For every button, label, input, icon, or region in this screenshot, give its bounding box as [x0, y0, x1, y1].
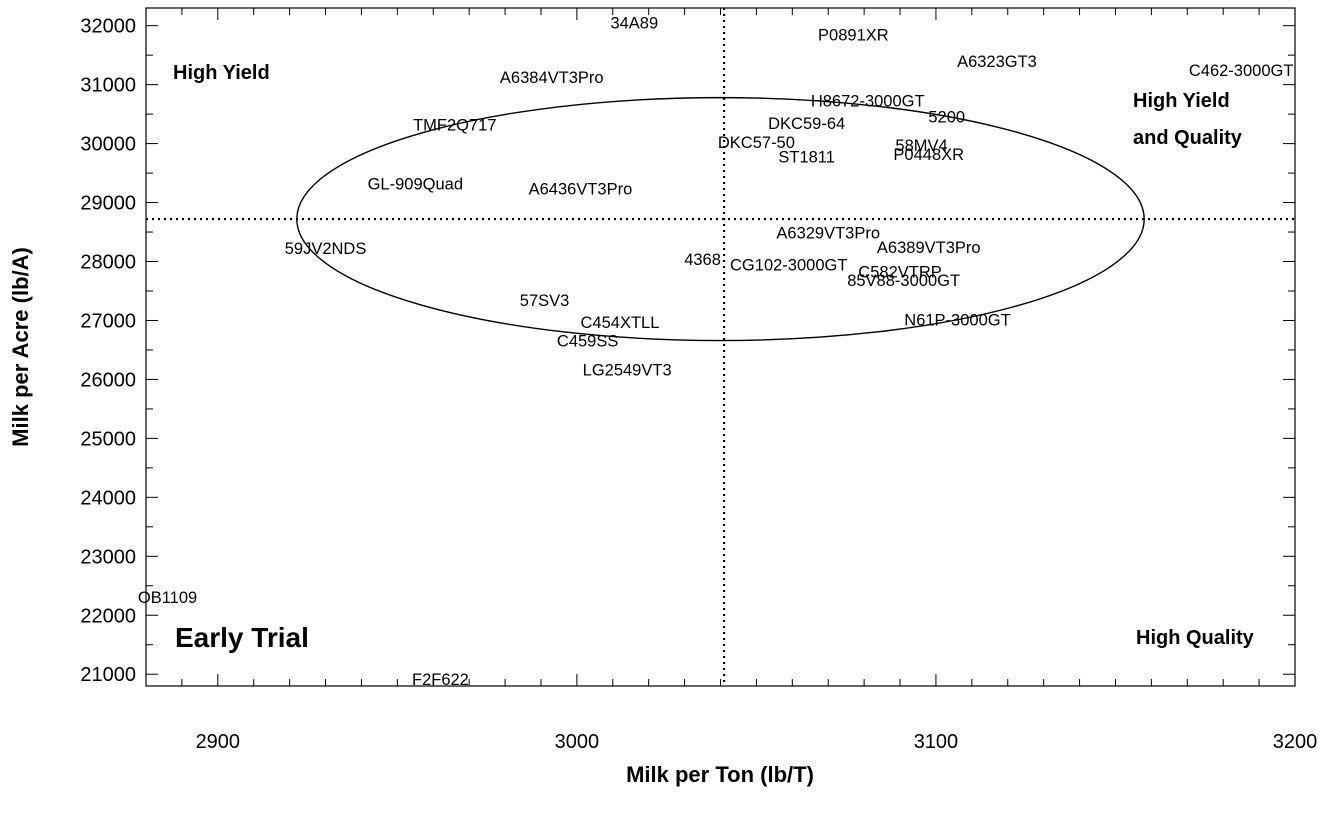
point-label: C454XTLL — [581, 314, 660, 332]
quadrant-label: and Quality — [1133, 127, 1243, 149]
point-label: A6329VT3Pro — [776, 225, 880, 243]
point-label: P0891XR — [818, 27, 889, 45]
point-label: A6389VT3Pro — [877, 239, 981, 257]
axis-tick-labels: 2900 3000 3100 3200 21000 22000 23000 24000 2500… — [80, 16, 1317, 753]
y-tick-label: 28000 — [80, 252, 136, 274]
point-label: ST1811 — [778, 149, 835, 167]
x-axis-title: Milk per Ton (lb/T) — [626, 762, 814, 787]
quadrant-label: High Quality — [1136, 627, 1255, 649]
y-axis-title: Milk per Acre (lb/A) — [8, 247, 33, 447]
y-tick-label: 32000 — [80, 16, 136, 38]
y-tick-label: 21000 — [80, 664, 136, 686]
point-label: A6323GT3 — [957, 53, 1037, 71]
x-tick-label: 3100 — [914, 731, 959, 753]
x-tick-label: 3000 — [555, 731, 600, 753]
y-tick-label: 23000 — [80, 546, 136, 568]
quadrant-labels: High Yield High Yield and Quality Early Tri… — [173, 62, 1255, 653]
point-label: TMF2Q717 — [413, 117, 496, 135]
confidence-ellipse — [296, 96, 1145, 342]
y-tick-label: 24000 — [80, 487, 136, 509]
point-labels: 34A89 P0891XR A6323GT3 C462-3000GT A6384VT3P… — [138, 15, 1294, 689]
point-label: 4368 — [684, 251, 721, 269]
plot-frame — [145, 7, 1296, 687]
quadrant-label: Early Trial — [175, 622, 309, 653]
point-label: 58MV4 — [895, 137, 947, 155]
y-tick-label: 27000 — [80, 310, 136, 332]
point-label: A6436VT3Pro — [529, 180, 633, 198]
ellipse-layer — [296, 96, 1145, 342]
point-label: 5200 — [928, 108, 965, 126]
point-label: 57SV3 — [520, 292, 570, 310]
y-tick-label: 30000 — [80, 134, 136, 156]
point-label: C582VTRP — [858, 264, 941, 282]
point-label: F2F622 — [412, 671, 469, 689]
point-label: DKC57-50 — [718, 134, 795, 152]
y-tick-label: 29000 — [80, 193, 136, 215]
quadrant-label: High Yield — [1133, 90, 1230, 112]
y-tick-label: 25000 — [80, 428, 136, 450]
point-label: C459SS — [557, 333, 618, 351]
point-label: OB1109 — [138, 589, 197, 607]
point-label: CG102-3000GT — [730, 256, 847, 274]
point-label: H8672-3000GT — [811, 93, 925, 111]
point-label: P0448XR — [893, 146, 964, 164]
point-label: A6384VT3Pro — [500, 69, 604, 87]
point-label: GL-909Quad — [368, 176, 463, 194]
x-tick-label: 2900 — [196, 731, 241, 753]
point-label: 85V88-3000GT — [847, 272, 960, 290]
quadrant-label: High Yield — [173, 62, 270, 84]
y-tick-label: 22000 — [80, 605, 136, 627]
point-label: LG2549VT3 — [583, 361, 672, 379]
point-label: N61P-3000GT — [904, 311, 1010, 329]
point-label: DKC59-64 — [768, 115, 845, 133]
axis-ticks — [145, 8, 1296, 686]
y-tick-label: 31000 — [80, 75, 136, 97]
reference-lines — [146, 8, 1295, 686]
point-label: 59JV2NDS — [285, 240, 367, 258]
point-label: 34A89 — [610, 15, 658, 33]
point-label: C462-3000GT — [1189, 62, 1294, 80]
y-tick-label: 26000 — [80, 369, 136, 391]
x-tick-label: 3200 — [1273, 731, 1318, 753]
